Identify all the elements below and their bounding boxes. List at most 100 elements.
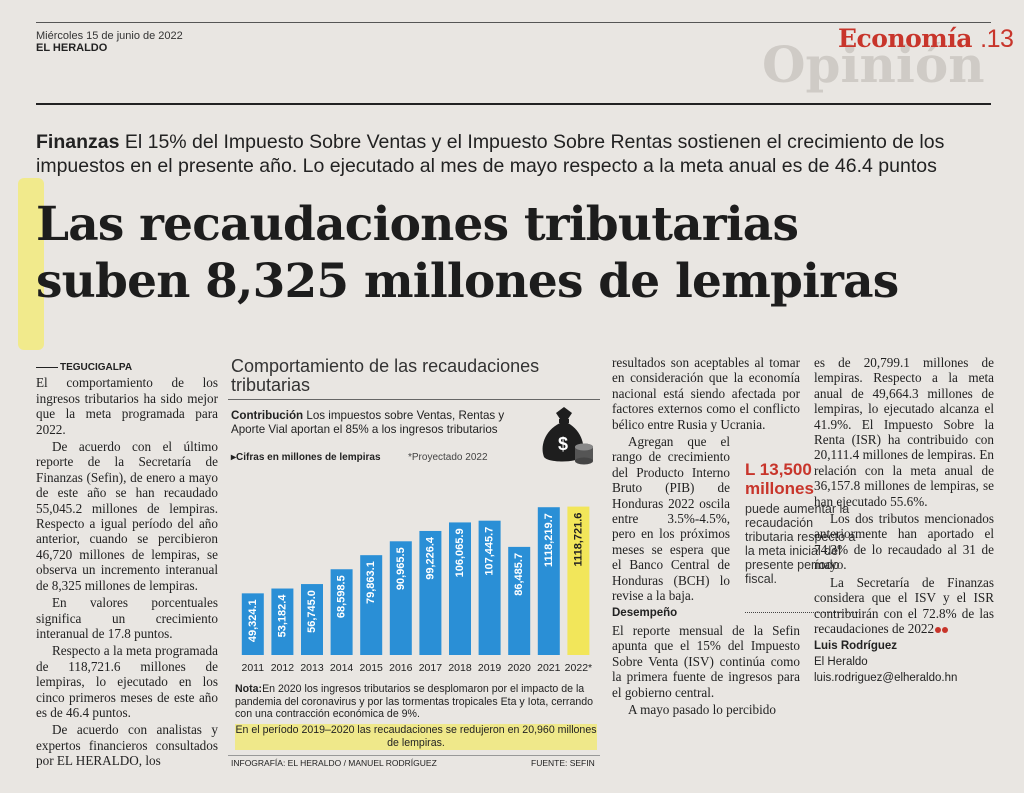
headline: Las recaudaciones tributarias suben 8,32… (36, 196, 996, 310)
paragraph: El comportamiento de los ingresos tribut… (36, 375, 218, 437)
author-name: Luis Rodríguez (814, 640, 898, 653)
credit-divider (228, 755, 600, 756)
highlighter-mark (18, 178, 44, 350)
x-tick-label: 2013 (300, 662, 324, 674)
byline: Luis Rodríguez El Heraldo luis.rodriguez… (814, 638, 994, 686)
bar-value-label: 106,065.9 (454, 528, 466, 577)
x-tick-label: 2020 (508, 662, 532, 674)
article-column-4: es de 20,799.1 millones de lempiras. Res… (814, 355, 994, 686)
headline-line-2: suben 8,325 millones de lempiras (36, 254, 899, 309)
kicker: Finanzas El 15% del Impuesto Sobre Venta… (36, 130, 996, 178)
chart-svg: 49,324.1 2011 53,182.4 2012 56,745.0 2013 68,5… (241, 506, 592, 674)
paragraph: El reporte mensual de la Sefin apunta qu… (612, 622, 800, 700)
x-tick-label: 2014 (330, 662, 354, 674)
section-title: Economía .13 (838, 24, 1014, 54)
bar-2015 (360, 555, 383, 655)
top-rule (36, 22, 991, 23)
subtitle-label: Contribución (231, 409, 304, 422)
paragraph: A mayo pasado lo percibido (628, 701, 776, 717)
bar-2016 (389, 541, 412, 655)
period-callout: En el período 2019–2020 las recaudacione… (235, 724, 597, 750)
dateline: TEGUCIGALPA (36, 360, 218, 375)
chart-note: Nota:En 2020 los ingresos tributarios se… (235, 683, 597, 721)
paragraph: Respecto a la meta programada de 118,721… (36, 643, 218, 720)
closing-text: La Secretaría de Finanzas considera que … (814, 574, 994, 636)
bar-value-label: 90,965.5 (395, 547, 407, 590)
header-rule (36, 103, 991, 105)
note-label: Nota: (235, 683, 263, 695)
subtitle-text: Los impuestos sobre Ventas, Rentas y Apo… (231, 409, 505, 436)
money-bag-icon: $ (542, 407, 593, 465)
bar-value-label: 68,598.5 (336, 575, 348, 618)
issue-date: Miércoles 15 de junio de 2022 (36, 30, 183, 42)
author-email[interactable]: luis.rodriguez@elheraldo.hn (814, 672, 958, 685)
paragraph: En valores porcentuales significa un cre… (36, 595, 218, 641)
bar-2022* (567, 506, 590, 655)
bar-chart: 49,324.1 2011 53,182.4 2012 56,745.0 2013 68,5… (228, 469, 602, 677)
kicker-text: El 15% del Impuesto Sobre Ventas y el Im… (36, 131, 945, 177)
x-tick-label: 2022* (565, 662, 592, 674)
section-name: Economía (838, 24, 972, 53)
x-tick-label: 2018 (448, 662, 472, 674)
end-mark-icon (942, 626, 949, 633)
infographic-title: Comportamiento de las recaudaciones trib… (231, 356, 540, 395)
x-tick-label: 2016 (389, 662, 413, 674)
headline-line-1: Las recaudaciones tributarias (36, 197, 799, 252)
bar-value-label: 99,226.4 (424, 536, 436, 580)
paragraph: Los dos tributos mencionados anteriormen… (814, 511, 994, 573)
paragraph: De acuerdo con analistas y expertos fina… (36, 722, 218, 769)
pull-quote-text: puede aumentar la recaudación tributaria… (745, 502, 856, 586)
pull-quote-amount: L 13,500 millones (745, 460, 814, 498)
infographic-divider (228, 399, 600, 400)
bar-value-label: 79,863.1 (365, 561, 377, 604)
pull-quote: L 13,500 millones puede aumentar la reca… (745, 460, 863, 586)
page-number: .13 (980, 25, 1014, 53)
note-text: En 2020 los ingresos tributarios se desp… (235, 683, 594, 720)
units-note: Cifras en millones de lempiras (231, 452, 381, 463)
subhead: Desempeño (612, 606, 678, 619)
infographic-credit: INFOGRAFÍA: EL HERALDO / MANUEL RODRÍGUE… (231, 758, 437, 768)
paragraph: La Secretaría de Finanzas considera que … (814, 575, 994, 637)
paragraph: Agregan que el rango de crecimiento del … (612, 434, 730, 604)
bleed-through-word: Opinión (762, 35, 985, 94)
bar-value-label: 86,485.7 (513, 553, 525, 596)
projected-note: *Proyectado 2022 (408, 452, 488, 463)
infographic-source: FUENTE: SEFIN (531, 758, 595, 768)
dateline-text: TEGUCIGALPA (60, 362, 133, 373)
author-paper: El Heraldo (814, 656, 868, 669)
bar-2011 (241, 593, 264, 655)
paragraph: resultados son aceptables al tomar en co… (612, 355, 800, 432)
article-column-3: resultados son aceptables al tomar en co… (612, 355, 800, 719)
bar-2013 (301, 584, 323, 655)
bar-2017 (419, 530, 442, 655)
bar-value-label: 53,182.4 (276, 594, 288, 638)
pull-quote-rule (745, 612, 860, 613)
bar-2014 (330, 569, 353, 655)
paragraph: es de 20,799.1 millones de lempiras. Res… (814, 355, 994, 509)
article-column-1: TEGUCIGALPA El comportamiento de los ing… (36, 360, 218, 771)
bar-value-label: 1118,721.6 (572, 513, 584, 567)
infographic: Comportamiento de las recaudaciones trib… (228, 357, 602, 773)
x-tick-label: 2011 (242, 662, 265, 674)
x-tick-label: 2021 (537, 662, 561, 674)
bar-value-label: 1118,219.7 (543, 513, 555, 567)
x-tick-label: 2015 (360, 662, 384, 674)
x-tick-label: 2017 (419, 662, 443, 674)
end-mark-icon (935, 626, 942, 633)
x-tick-label: 2019 (478, 662, 502, 674)
bar-value-label: 49,324.1 (247, 599, 259, 642)
bar-value-label: 107,445.7 (484, 527, 496, 576)
bar-2021 (537, 507, 560, 655)
infographic-subtitle: Contribución Los impuestos sobre Ventas,… (231, 409, 531, 437)
bar-2012 (271, 588, 294, 655)
bar-value-label: 56,745.0 (306, 590, 318, 633)
newspaper-name: EL HERALDO (36, 42, 108, 54)
bar-2019 (478, 520, 501, 655)
kicker-label: Finanzas (36, 131, 120, 153)
units-text: Cifras en millones de lempiras (231, 452, 381, 463)
paragraph: De acuerdo con el último reporte de la S… (36, 439, 218, 593)
svg-text:$: $ (558, 434, 568, 454)
x-tick-label: 2012 (271, 662, 295, 674)
bar-2020 (508, 546, 531, 655)
bar-2018 (449, 522, 471, 655)
